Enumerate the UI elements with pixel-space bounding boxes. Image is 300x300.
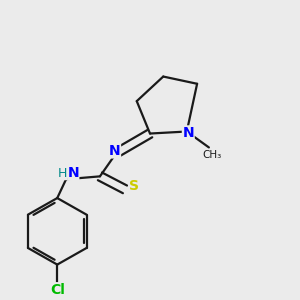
Text: N: N <box>68 167 79 181</box>
Text: H: H <box>58 167 68 180</box>
Text: N: N <box>109 144 121 158</box>
Text: S: S <box>129 179 139 194</box>
Text: N: N <box>182 126 194 140</box>
Text: Cl: Cl <box>50 283 65 297</box>
Text: CH₃: CH₃ <box>202 150 221 160</box>
